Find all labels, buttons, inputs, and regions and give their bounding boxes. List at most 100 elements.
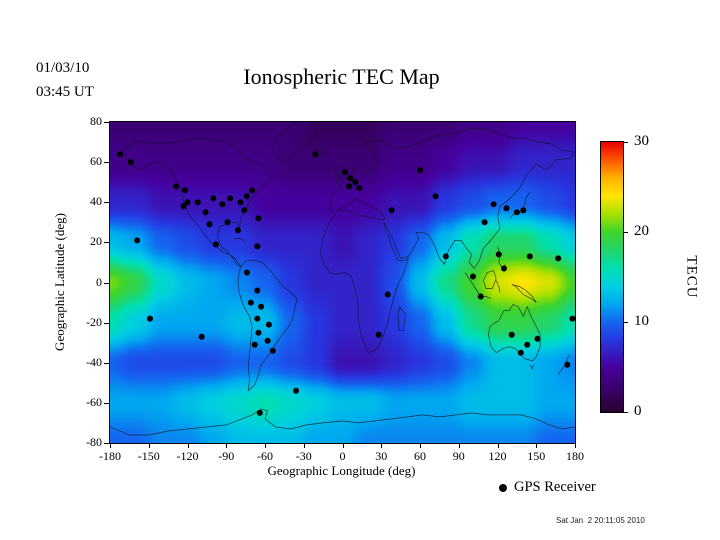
x-tick-label: 150 — [527, 449, 546, 463]
y-tick-label: -60 — [86, 394, 102, 409]
x-tick-label: -180 — [99, 449, 121, 463]
coastline-path — [495, 280, 501, 293]
map-overlay — [110, 122, 575, 436]
coastline-path — [110, 408, 575, 436]
colorbar-tick-label: 20 — [634, 223, 649, 239]
coastline-path — [125, 137, 272, 268]
gps-receiver-dot — [134, 237, 141, 244]
gps-receiver-dot — [356, 185, 363, 192]
gps-receiver-dot — [180, 203, 187, 210]
gps-receiver-legend: GPS Receiver — [499, 479, 596, 496]
gps-receiver-dot — [117, 151, 124, 158]
y-tick-mark — [104, 402, 109, 404]
gps-receiver-dot — [243, 193, 250, 200]
gps-receiver-dot — [254, 243, 261, 250]
x-tick-label: 90 — [452, 449, 465, 463]
x-tick-mark — [110, 444, 111, 448]
gps-receiver-dot — [202, 209, 209, 216]
gps-receiver-dot — [312, 151, 319, 158]
gps-receiver-dot — [172, 183, 179, 190]
coastline-path — [497, 246, 506, 270]
gps-receiver-dot — [432, 193, 439, 200]
x-tick-label: -120 — [176, 449, 199, 463]
x-tick-mark — [148, 444, 150, 448]
gps-receiver-dot — [194, 199, 201, 206]
y-tick-label: 60 — [90, 154, 102, 169]
y-tick-label: -80 — [86, 435, 102, 449]
x-tick-mark — [381, 444, 383, 448]
y-tick-mark — [104, 362, 109, 364]
page-title: Ionospheric TEC Map — [243, 64, 440, 89]
gps-receiver-dot — [234, 227, 241, 234]
x-tick-mark — [187, 444, 189, 448]
gps-receiver-dot — [198, 333, 205, 340]
receiver-dot-icon — [499, 483, 507, 492]
colorbar — [600, 141, 624, 413]
gps-receiver-dot — [503, 205, 510, 212]
coastline-path — [488, 304, 541, 362]
x-tick-label: 0 — [339, 449, 346, 463]
gps-receiver-dot — [254, 315, 261, 322]
colorbar-tick-mark — [624, 322, 628, 323]
y-tick-label: 80 — [90, 114, 102, 128]
timestamp: Sat Jan 2 20:11:05 2010 — [556, 516, 645, 525]
coastline-path — [397, 306, 407, 332]
gps-receiver-dot — [184, 199, 191, 206]
gps-receiver-dot — [243, 269, 250, 276]
y-tick-mark — [104, 162, 109, 164]
colorbar-unit-label: TECU — [683, 255, 700, 299]
gps-receiver-dot — [147, 315, 153, 322]
coastline-path — [335, 197, 386, 221]
coastline-path — [234, 238, 246, 243]
x-tick-mark — [536, 444, 538, 448]
y-tick-label: -20 — [86, 314, 102, 329]
coastline-path — [334, 165, 342, 183]
x-tick-mark — [342, 444, 344, 448]
gps-receiver-dot — [501, 265, 507, 272]
x-tick-label: 180 — [566, 449, 584, 463]
gps-receiver-dot — [481, 219, 488, 226]
x-tick-label: 60 — [414, 449, 426, 463]
date-label: 01/03/10 — [36, 60, 90, 76]
gps-receiver-dot — [495, 251, 502, 258]
y-tick-label: 20 — [90, 234, 102, 249]
gps-receiver-dot — [251, 341, 258, 348]
gps-receiver-dot — [520, 207, 527, 214]
gps-receiver-dot — [241, 207, 248, 214]
gps-receiver-dot — [293, 387, 299, 394]
legend-label: GPS Receiver — [514, 479, 596, 495]
colorbar-tick-label: 30 — [634, 133, 649, 149]
gps-receiver-dot — [269, 347, 276, 354]
x-tick-mark — [575, 444, 576, 448]
y-tick-mark — [104, 242, 109, 244]
y-tick-label: -40 — [86, 354, 102, 369]
gps-receiver-dot — [417, 167, 423, 174]
gps-receiver-dot — [227, 195, 234, 202]
coastline-path — [237, 260, 298, 392]
gps-receiver-dot — [255, 215, 262, 222]
gps-receiver-dot — [249, 187, 256, 194]
gps-receiver-dot — [517, 349, 524, 356]
x-tick-label: 30 — [375, 449, 388, 463]
colorbar-tick-mark — [624, 412, 628, 413]
gps-receiver-dot — [127, 159, 134, 166]
gps-receiver-dot — [247, 299, 254, 306]
gps-receiver-dot — [256, 409, 263, 416]
x-tick-mark — [420, 444, 421, 448]
colorbar-tick-mark — [624, 232, 628, 233]
gps-receiver-dot — [224, 219, 231, 226]
time-label: 03:45 UT — [36, 84, 94, 100]
gps-receiver-dot — [212, 241, 219, 248]
gps-receiver-dot — [255, 329, 262, 336]
x-axis-label: Geographic Longitude (deg) — [267, 463, 416, 478]
colorbar-tick-label: 10 — [634, 313, 649, 329]
gps-receiver-dot — [526, 253, 533, 260]
x-tick-mark — [458, 444, 460, 448]
colorbar-tick-mark — [624, 142, 628, 143]
colorbar-gradient — [601, 142, 623, 412]
x-tick-label: -150 — [137, 449, 160, 463]
gps-receiver-dot — [254, 287, 261, 294]
x-tick-label: -90 — [218, 449, 235, 463]
coastline-path — [320, 127, 575, 354]
